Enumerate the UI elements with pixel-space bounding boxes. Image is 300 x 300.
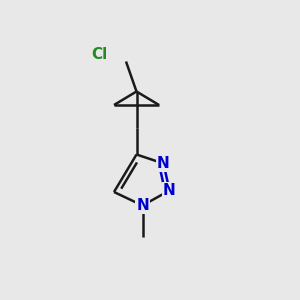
Text: N: N — [136, 198, 149, 213]
Text: N: N — [157, 156, 170, 171]
Text: Cl: Cl — [91, 46, 107, 62]
Text: N: N — [163, 183, 176, 198]
